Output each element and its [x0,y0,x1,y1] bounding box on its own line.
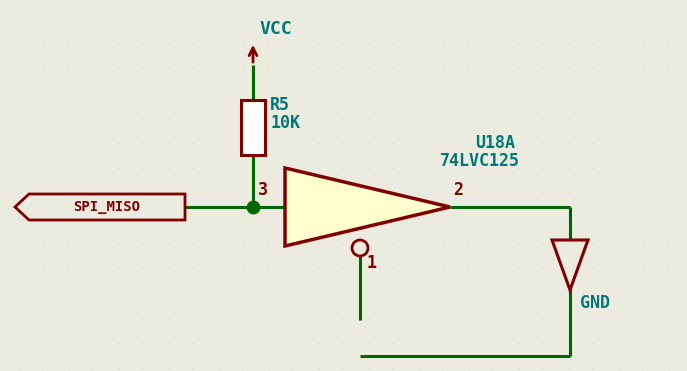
Polygon shape [552,240,588,290]
Text: R5: R5 [270,96,290,114]
Bar [241,100,265,155]
Text: 10K: 10K [270,114,300,132]
Polygon shape [15,194,185,220]
Text: 74LVC125: 74LVC125 [440,152,520,170]
Text: 3: 3 [258,181,268,199]
Text: GND: GND [580,294,610,312]
Text: SPI_MISO: SPI_MISO [74,200,141,214]
Polygon shape [285,168,450,246]
Text: U18A: U18A [475,134,515,152]
Text: 2: 2 [453,181,463,199]
Circle shape [352,240,368,256]
Text: VCC: VCC [260,20,293,38]
Text: 1: 1 [366,254,376,272]
